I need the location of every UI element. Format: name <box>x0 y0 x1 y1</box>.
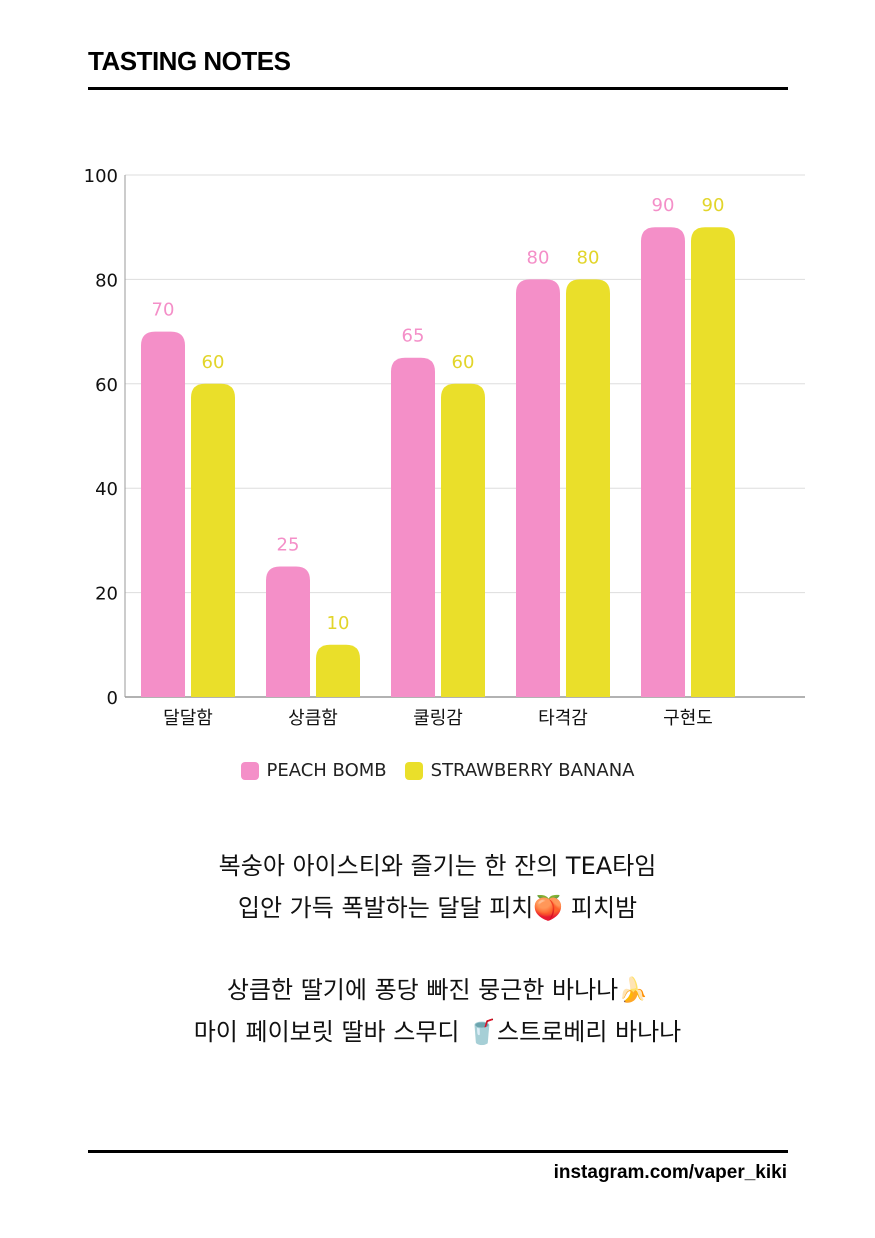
data-label: 60 <box>452 352 475 373</box>
legend-item-peach: PEACH BOMB <box>240 760 387 781</box>
bar-strawberry-banana <box>691 227 735 697</box>
description: 복숭아 아이스티와 즐기는 한 잔의 TEA타임 입안 가득 폭발하는 달달 피… <box>0 845 875 1053</box>
y-tick-label: 20 <box>95 584 118 605</box>
bar-strawberry-banana <box>316 644 360 697</box>
y-tick-label: 40 <box>95 479 118 500</box>
description-line: 마이 페이보릿 딸바 스무디 🥤스트로베리 바나나 <box>193 1018 682 1046</box>
legend-item-banana: STRAWBERRY BANANA <box>404 760 635 781</box>
description-line: 복숭아 아이스티와 즐기는 한 잔의 TEA타임 <box>218 852 657 880</box>
data-label: 60 <box>202 352 225 373</box>
legend-swatch-banana <box>404 761 423 780</box>
x-tick-label: 쿨링감 <box>413 708 463 729</box>
data-label: 65 <box>402 326 425 347</box>
bar-peach-bomb <box>641 227 685 697</box>
x-tick-label: 상큼함 <box>288 708 338 729</box>
y-tick-label: 0 <box>107 688 118 709</box>
legend-swatch-peach <box>240 761 259 780</box>
chart-legend: PEACH BOMB STRAWBERRY BANANA <box>0 760 875 781</box>
bar-peach-bomb <box>516 279 560 697</box>
x-tick-label: 달달함 <box>163 708 213 729</box>
spacer <box>0 929 875 969</box>
data-label: 80 <box>527 247 550 268</box>
x-tick-label: 구현도 <box>663 708 713 729</box>
description-line: 상큼한 딸기에 퐁당 빠진 뭉근한 바나나🍌 <box>226 976 649 1004</box>
description-line: 입안 가득 폭발하는 달달 피치🍑 피치밤 <box>237 894 638 922</box>
instagram-handle[interactable]: instagram.com/vaper_kiki <box>553 1162 787 1183</box>
top-divider <box>88 87 788 90</box>
legend-label-peach: PEACH BOMB <box>266 760 387 781</box>
y-tick-label: 80 <box>95 270 118 291</box>
bar-strawberry-banana <box>566 279 610 697</box>
bar-strawberry-banana <box>441 383 485 697</box>
bar-chart: 0 20 40 60 80 100 달달함 70 60 상큼함 25 10 쿨링감 65 60 타격감 80 80… <box>84 166 805 729</box>
bar-peach-bomb <box>391 357 435 697</box>
x-tick-label: 타격감 <box>538 708 588 729</box>
data-label: 70 <box>152 300 175 321</box>
legend-label-banana: STRAWBERRY BANANA <box>430 760 635 781</box>
bar-peach-bomb <box>266 566 310 697</box>
data-label: 90 <box>652 195 675 216</box>
data-label: 90 <box>702 195 725 216</box>
y-tick-label: 60 <box>95 375 118 396</box>
bar-peach-bomb <box>141 331 185 697</box>
data-label: 80 <box>577 247 600 268</box>
bar-strawberry-banana <box>191 383 235 697</box>
page-title: TASTING NOTES <box>88 46 291 76</box>
data-label: 10 <box>327 613 350 634</box>
data-label: 25 <box>277 535 300 556</box>
bottom-divider <box>88 1150 788 1153</box>
y-tick-label: 100 <box>84 166 118 187</box>
